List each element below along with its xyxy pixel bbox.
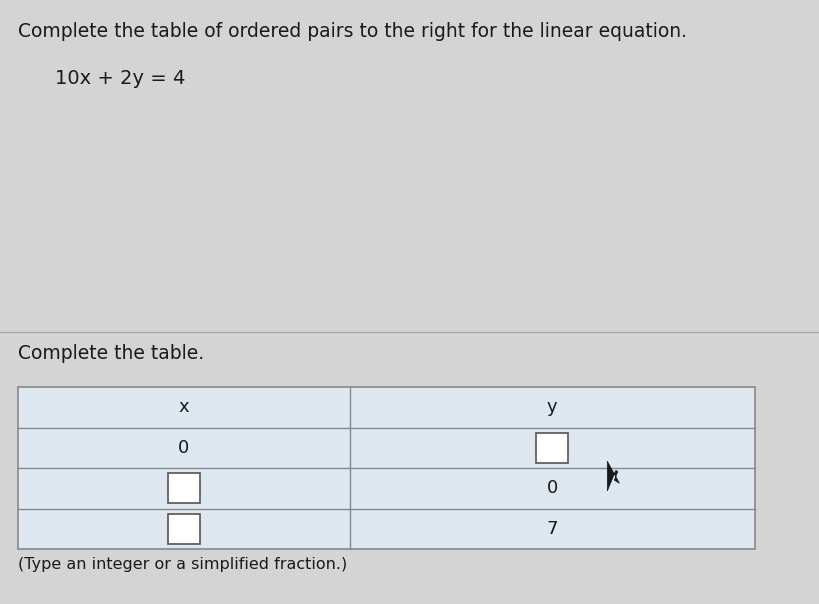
Text: 7: 7 [546,520,558,538]
Text: Complete the table of ordered pairs to the right for the linear equation.: Complete the table of ordered pairs to t… [18,22,686,41]
Polygon shape [607,461,618,491]
Bar [536,432,568,463]
Bar [168,514,200,544]
Text: y: y [546,398,557,416]
Text: (Type an integer or a simplified fraction.): (Type an integer or a simplified fractio… [18,557,346,572]
Text: 0: 0 [546,479,557,497]
Text: 10x + 2y = 4: 10x + 2y = 4 [55,69,185,88]
Bar [168,474,200,503]
Text: x: x [179,398,189,416]
Bar [18,387,754,549]
Text: 0: 0 [178,439,189,457]
Text: Complete the table.: Complete the table. [18,344,204,363]
